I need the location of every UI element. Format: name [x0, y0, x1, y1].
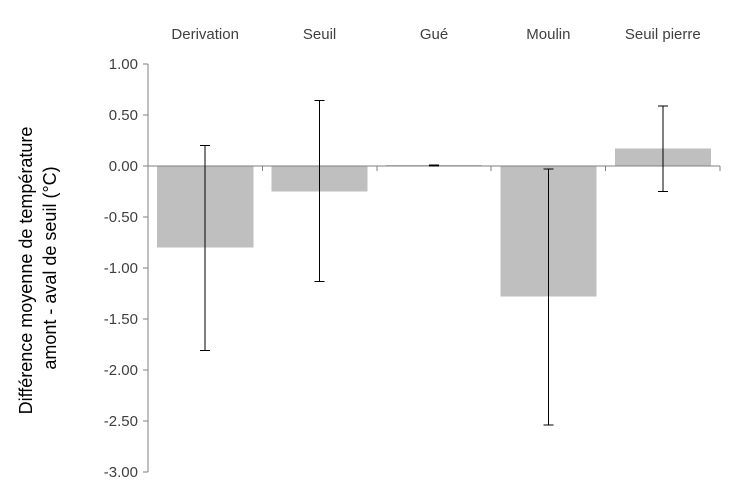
- error-bar-3: [543, 168, 554, 426]
- error-bars-layer: [200, 100, 668, 426]
- category-label-4: Seuil pierre: [625, 26, 701, 43]
- axes-layer: [143, 63, 721, 473]
- y-tick-label-0: 1.00: [109, 56, 138, 73]
- error-bar-2: [429, 164, 439, 167]
- y-tick-label-1: 0.50: [109, 107, 138, 124]
- error-bar-4: [657, 105, 668, 192]
- y-tick-label-6: -2.00: [104, 362, 138, 379]
- category-label-0: Derivation: [171, 26, 239, 43]
- bars-layer: [157, 148, 711, 297]
- y-tick-label-5: -1.50: [104, 311, 138, 328]
- category-label-1: Seuil: [303, 26, 336, 43]
- category-label-2: Gué: [420, 26, 448, 43]
- error-bar-0: [200, 145, 211, 352]
- category-label-3: Moulin: [526, 26, 570, 43]
- y-tick-label-7: -2.50: [104, 413, 138, 430]
- error-bar-1: [314, 100, 325, 282]
- y-axis-label: Différence moyenne de température amont …: [16, 122, 60, 415]
- y-tick-label-4: -1.00: [104, 260, 138, 277]
- y-tick-label-8: -3.00: [104, 464, 138, 481]
- y-axis-label-line-1: Différence moyenne de température: [16, 127, 36, 415]
- y-tick-label-2: 0.00: [109, 158, 138, 175]
- y-axis-label-line-2: amont - aval de seuil (°C): [40, 166, 60, 369]
- labels-layer: 1.00 0.50 0.00 -0.50 -1.00 -1.50 -2.00 -2.50 -3.…: [104, 26, 701, 481]
- y-tick-label-3: -0.50: [104, 209, 138, 226]
